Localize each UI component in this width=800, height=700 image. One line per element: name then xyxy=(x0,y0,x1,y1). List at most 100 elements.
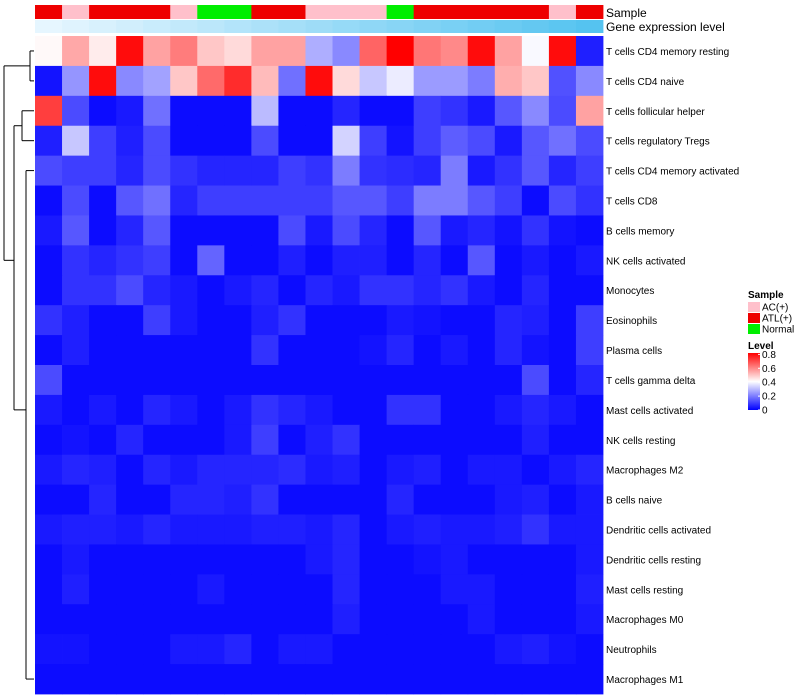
level-tick-label: 0.6 xyxy=(762,364,776,375)
heatmap-cell xyxy=(359,65,388,97)
heatmap-cell xyxy=(386,484,415,515)
heatmap-cell xyxy=(170,275,198,306)
heatmap-cell xyxy=(359,275,388,306)
heatmap-cell xyxy=(251,454,279,486)
heatmap-cell xyxy=(413,245,442,276)
heatmap-cell xyxy=(251,275,279,306)
level-tick-label: 0.8 xyxy=(762,350,776,361)
heatmap-cell xyxy=(170,424,198,456)
heatmap-cell xyxy=(251,574,279,605)
heatmap-cell xyxy=(467,454,496,486)
heatmap-cell xyxy=(116,36,144,67)
heatmap-cell xyxy=(386,125,415,157)
heatmap-cell xyxy=(35,604,63,635)
expression-annotation-cell xyxy=(386,20,415,33)
heatmap-cell xyxy=(548,604,577,635)
heatmap-cell xyxy=(224,394,252,426)
sample-annotation-cell xyxy=(89,5,117,19)
sample-annotation-cell xyxy=(359,5,388,19)
sample-annotation-cell xyxy=(170,5,198,19)
sample-annotation-cell xyxy=(521,5,550,19)
heatmap-cell xyxy=(62,664,90,695)
heatmap-cell xyxy=(521,36,550,67)
heatmap-cell xyxy=(413,215,442,246)
heatmap-cell xyxy=(224,155,252,186)
heatmap-cell xyxy=(440,514,469,545)
heatmap-cell xyxy=(386,275,415,306)
heatmap-cell xyxy=(89,454,117,486)
heatmap-cell xyxy=(278,275,306,306)
expression-annotation-cell xyxy=(251,20,279,33)
expression-annotation-cell xyxy=(89,20,117,33)
heatmap-cell xyxy=(197,275,225,306)
heatmap-cell xyxy=(494,95,523,127)
heatmap-cell xyxy=(440,454,469,486)
row-label: T cells CD4 memory activated xyxy=(606,167,739,178)
heatmap-cell xyxy=(278,604,306,635)
heatmap-cell xyxy=(440,604,469,635)
heatmap-cell xyxy=(413,365,442,396)
heatmap-cell xyxy=(386,634,415,665)
heatmap-cell xyxy=(305,65,333,97)
heatmap-cell xyxy=(386,664,415,695)
heatmap-cell xyxy=(386,394,415,426)
heatmap-cell xyxy=(467,275,496,306)
heatmap-cell xyxy=(224,335,252,366)
heatmap-cell xyxy=(305,424,333,456)
heatmap-cell xyxy=(197,394,225,426)
sample-annotation-cell xyxy=(116,5,144,19)
row-label: Macrophages M0 xyxy=(606,615,684,626)
heatmap-cell xyxy=(548,514,577,545)
heatmap-cell xyxy=(197,125,225,157)
heatmap-cell xyxy=(413,634,442,665)
heatmap-cell xyxy=(62,185,90,216)
heatmap-cell xyxy=(521,574,550,605)
heatmap-cell xyxy=(143,275,171,306)
heatmap-cell xyxy=(575,634,604,665)
heatmap-cell xyxy=(116,544,144,575)
heatmap-cell xyxy=(224,125,252,157)
sample-annotation-track xyxy=(35,5,604,19)
heatmap-cell xyxy=(332,604,360,635)
heatmap-cell xyxy=(35,185,63,216)
heatmap-cell xyxy=(170,634,198,665)
heatmap-cell xyxy=(413,484,442,515)
heatmap-cell xyxy=(575,365,604,396)
heatmap-cell xyxy=(197,185,225,216)
heatmap-cell xyxy=(170,365,198,396)
row-label: Mast cells resting xyxy=(606,585,683,596)
sample-annotation-cell xyxy=(143,5,171,19)
heatmap-cell xyxy=(116,514,144,545)
heatmap-cell xyxy=(467,604,496,635)
heatmap-cell xyxy=(494,424,523,456)
expression-annotation-cell xyxy=(143,20,171,33)
heatmap-cell xyxy=(278,664,306,695)
heatmap-cell xyxy=(467,634,496,665)
heatmap-cell xyxy=(170,125,198,157)
heatmap-cell xyxy=(62,544,90,575)
heatmap-cell xyxy=(305,125,333,157)
row-label: Dendritic cells resting xyxy=(606,555,701,566)
heatmap-cell xyxy=(89,335,117,366)
sample-annotation-cell xyxy=(251,5,279,19)
heatmap-cell xyxy=(116,155,144,186)
sample-track-label: Sample xyxy=(606,6,647,20)
heatmap-cell xyxy=(116,275,144,306)
heatmap-cell xyxy=(62,215,90,246)
heatmap-cell xyxy=(305,634,333,665)
heatmap-cell xyxy=(467,335,496,366)
heatmap-cell xyxy=(575,305,604,336)
heatmap-cell xyxy=(170,664,198,695)
heatmap-cell xyxy=(575,215,604,246)
row-label: T cells CD4 naive xyxy=(606,77,685,88)
heatmap-cell xyxy=(332,634,360,665)
heatmap-cell xyxy=(35,634,63,665)
heatmap-cell xyxy=(494,514,523,545)
heatmap-cell xyxy=(62,245,90,276)
heatmap-cell xyxy=(224,65,252,97)
heatmap-cell xyxy=(467,514,496,545)
heatmap-cell xyxy=(359,215,388,246)
sample-annotation-cell xyxy=(413,5,442,19)
heatmap-cell xyxy=(305,484,333,515)
